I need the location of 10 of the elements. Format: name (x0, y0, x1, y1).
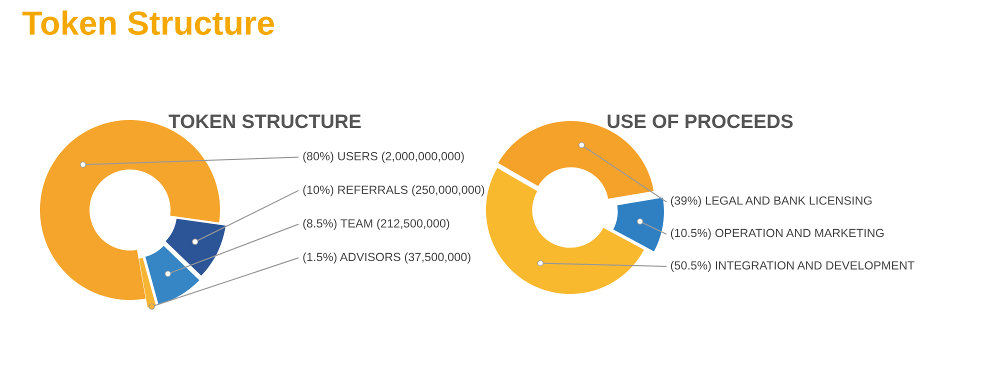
slice-label: (8.5%) TEAM (212,500,000) (303, 218, 450, 230)
slice-label: (10.5%) OPERATION AND MARKETING (670, 228, 884, 240)
chart-subtitle: TOKEN STRUCTURE (168, 114, 361, 128)
slice-label: (50.5%) INTEGRATION AND DEVELOPMENT (670, 260, 914, 272)
chart-subtitle: USE OF PROCEEDS (608, 114, 793, 128)
slice-label: (10%) REFERRALS (250,000,000) (303, 185, 484, 196)
slice-label: (39%) LEGAL AND BANK LICENSING (670, 196, 872, 208)
chart-title: Token Structure (22, 10, 274, 35)
slice-label: (1.5%) ADVISORS (37,500,000) (303, 252, 470, 264)
slice-label: (80%) USERS (2,000,000,000) (303, 152, 464, 163)
